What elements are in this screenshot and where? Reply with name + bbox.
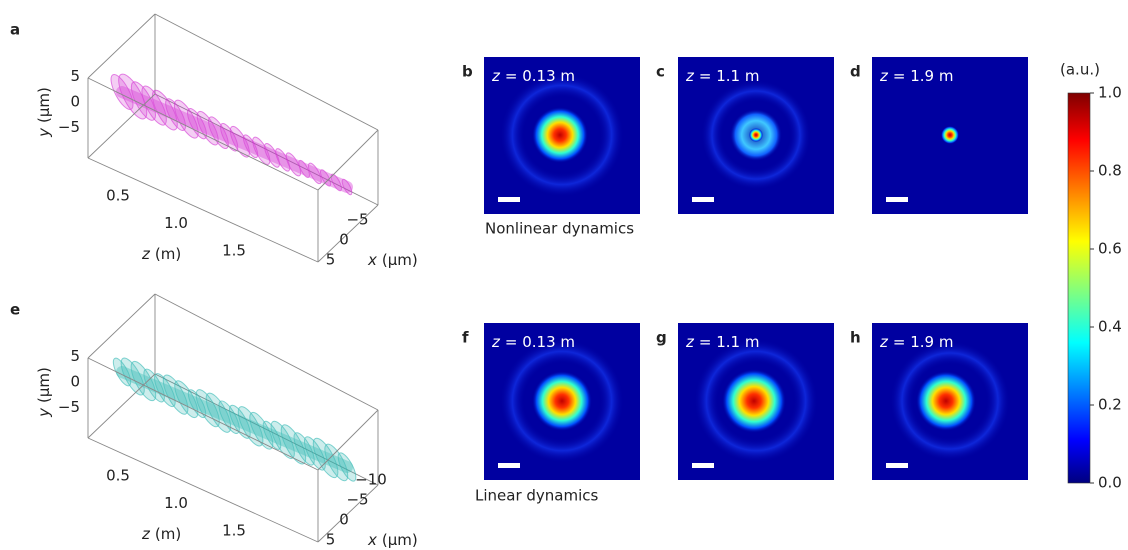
z-axis-label: z(m) [141, 525, 181, 543]
intensity-spot [532, 107, 588, 163]
y-tick-label: 0 [70, 373, 80, 391]
intensity-spot [749, 128, 763, 142]
x-axis-label-unit: (μm) [382, 531, 418, 549]
z-tick-label: 1.5 [222, 522, 246, 540]
box-edge [88, 14, 155, 78]
z-axis-label-unit: (m) [155, 525, 181, 543]
y-axis-label: y (μm) [35, 87, 53, 138]
x-tick-label: 5 [326, 251, 336, 269]
map-position-var: z [491, 67, 501, 85]
x-tick-label: 0 [339, 511, 349, 529]
y-axis-label-var: y [35, 127, 53, 138]
colorbar-tick-label: 0.2 [1098, 396, 1122, 414]
x-tick-label: −5 [346, 211, 368, 229]
z-axis-label-unit: (m) [155, 245, 181, 263]
intensity-spot [916, 371, 976, 431]
z-tick-label: 0.5 [106, 187, 130, 205]
map-position-var: z [879, 333, 889, 351]
colorbar-tick-label: 0.6 [1098, 240, 1122, 258]
colorbar-tick-label: 1.0 [1098, 84, 1122, 102]
panel-letter: h [850, 329, 861, 347]
z-axis-label-var: z [141, 245, 151, 263]
map-position-var: z [685, 333, 695, 351]
x-axis-label: x (μm) [367, 251, 418, 269]
z-tick-label: 1.5 [222, 242, 246, 260]
x-tick-label: 5 [326, 531, 336, 549]
y-tick-label: −5 [58, 398, 80, 416]
x-axis-label-var: x [367, 251, 377, 269]
x-tick-label: 0 [339, 231, 349, 249]
colorbar-tick-label: 0.4 [1098, 318, 1122, 336]
iso-core [122, 92, 347, 187]
intensity-spot [941, 126, 959, 144]
z-tick-label: 1.0 [164, 494, 188, 512]
z-tick-label: 1.0 [164, 214, 188, 232]
z-axis-label: z(m) [141, 245, 181, 263]
map-position-unit: = 0.13 m [505, 333, 575, 351]
intensity-spot [532, 371, 592, 431]
panel-letter: g [656, 329, 667, 347]
x-tick-label: −10 [355, 471, 387, 489]
map-position-var: z [685, 67, 695, 85]
colorbar-tick-label: 0.8 [1098, 162, 1122, 180]
map-position-unit: = 0.13 m [505, 67, 575, 85]
x-tick-label: −5 [346, 491, 368, 509]
colorbar-gradient [1068, 93, 1090, 483]
box-edge [88, 374, 155, 438]
panel-letter: c [656, 63, 665, 81]
figure: a50−50.51.01.5−505y(μm)z(m)x(μm)Nonlinea… [0, 0, 1128, 550]
scale-bar [498, 197, 520, 202]
panel-letter: d [850, 63, 861, 81]
panel-letter: a [10, 21, 20, 39]
isosurface [107, 70, 354, 196]
scale-bar [886, 197, 908, 202]
colorbar-tick-label: 0.0 [1098, 474, 1122, 492]
x-axis-label-var: x [367, 531, 377, 549]
y-tick-label: 5 [70, 347, 80, 365]
y-axis-label: y (μm) [35, 367, 53, 418]
panel-letter: e [10, 301, 20, 319]
panel-letter: b [462, 63, 473, 81]
map-position-unit: = 1.9 m [893, 333, 954, 351]
scale-bar [886, 463, 908, 468]
y-axis-label-unit: (μm) [35, 367, 53, 403]
map-position-unit: = 1.1 m [699, 67, 760, 85]
x-axis-label: x (μm) [367, 531, 418, 549]
z-tick-label: 0.5 [106, 467, 130, 485]
map-position-unit: = 1.9 m [893, 67, 954, 85]
z-axis-label-var: z [141, 525, 151, 543]
scale-bar [498, 463, 520, 468]
caption: Linear dynamics [475, 487, 599, 505]
box-edge [88, 294, 155, 358]
panel-letter: f [462, 329, 469, 347]
intensity-spot [722, 369, 786, 433]
map-position-var: z [879, 67, 889, 85]
x-axis-label-unit: (μm) [382, 251, 418, 269]
colorbar-unit: (a.u.) [1060, 61, 1100, 79]
iso-core [122, 372, 347, 467]
y-axis-label-var: y [35, 407, 53, 418]
map-position-var: z [491, 333, 501, 351]
map-position-unit: = 1.1 m [699, 333, 760, 351]
scale-bar [692, 197, 714, 202]
y-tick-label: 0 [70, 93, 80, 111]
y-tick-label: −5 [58, 118, 80, 136]
y-tick-label: 5 [70, 67, 80, 85]
y-axis-label-unit: (μm) [35, 87, 53, 123]
scale-bar [692, 463, 714, 468]
caption: Nonlinear dynamics [485, 220, 634, 238]
